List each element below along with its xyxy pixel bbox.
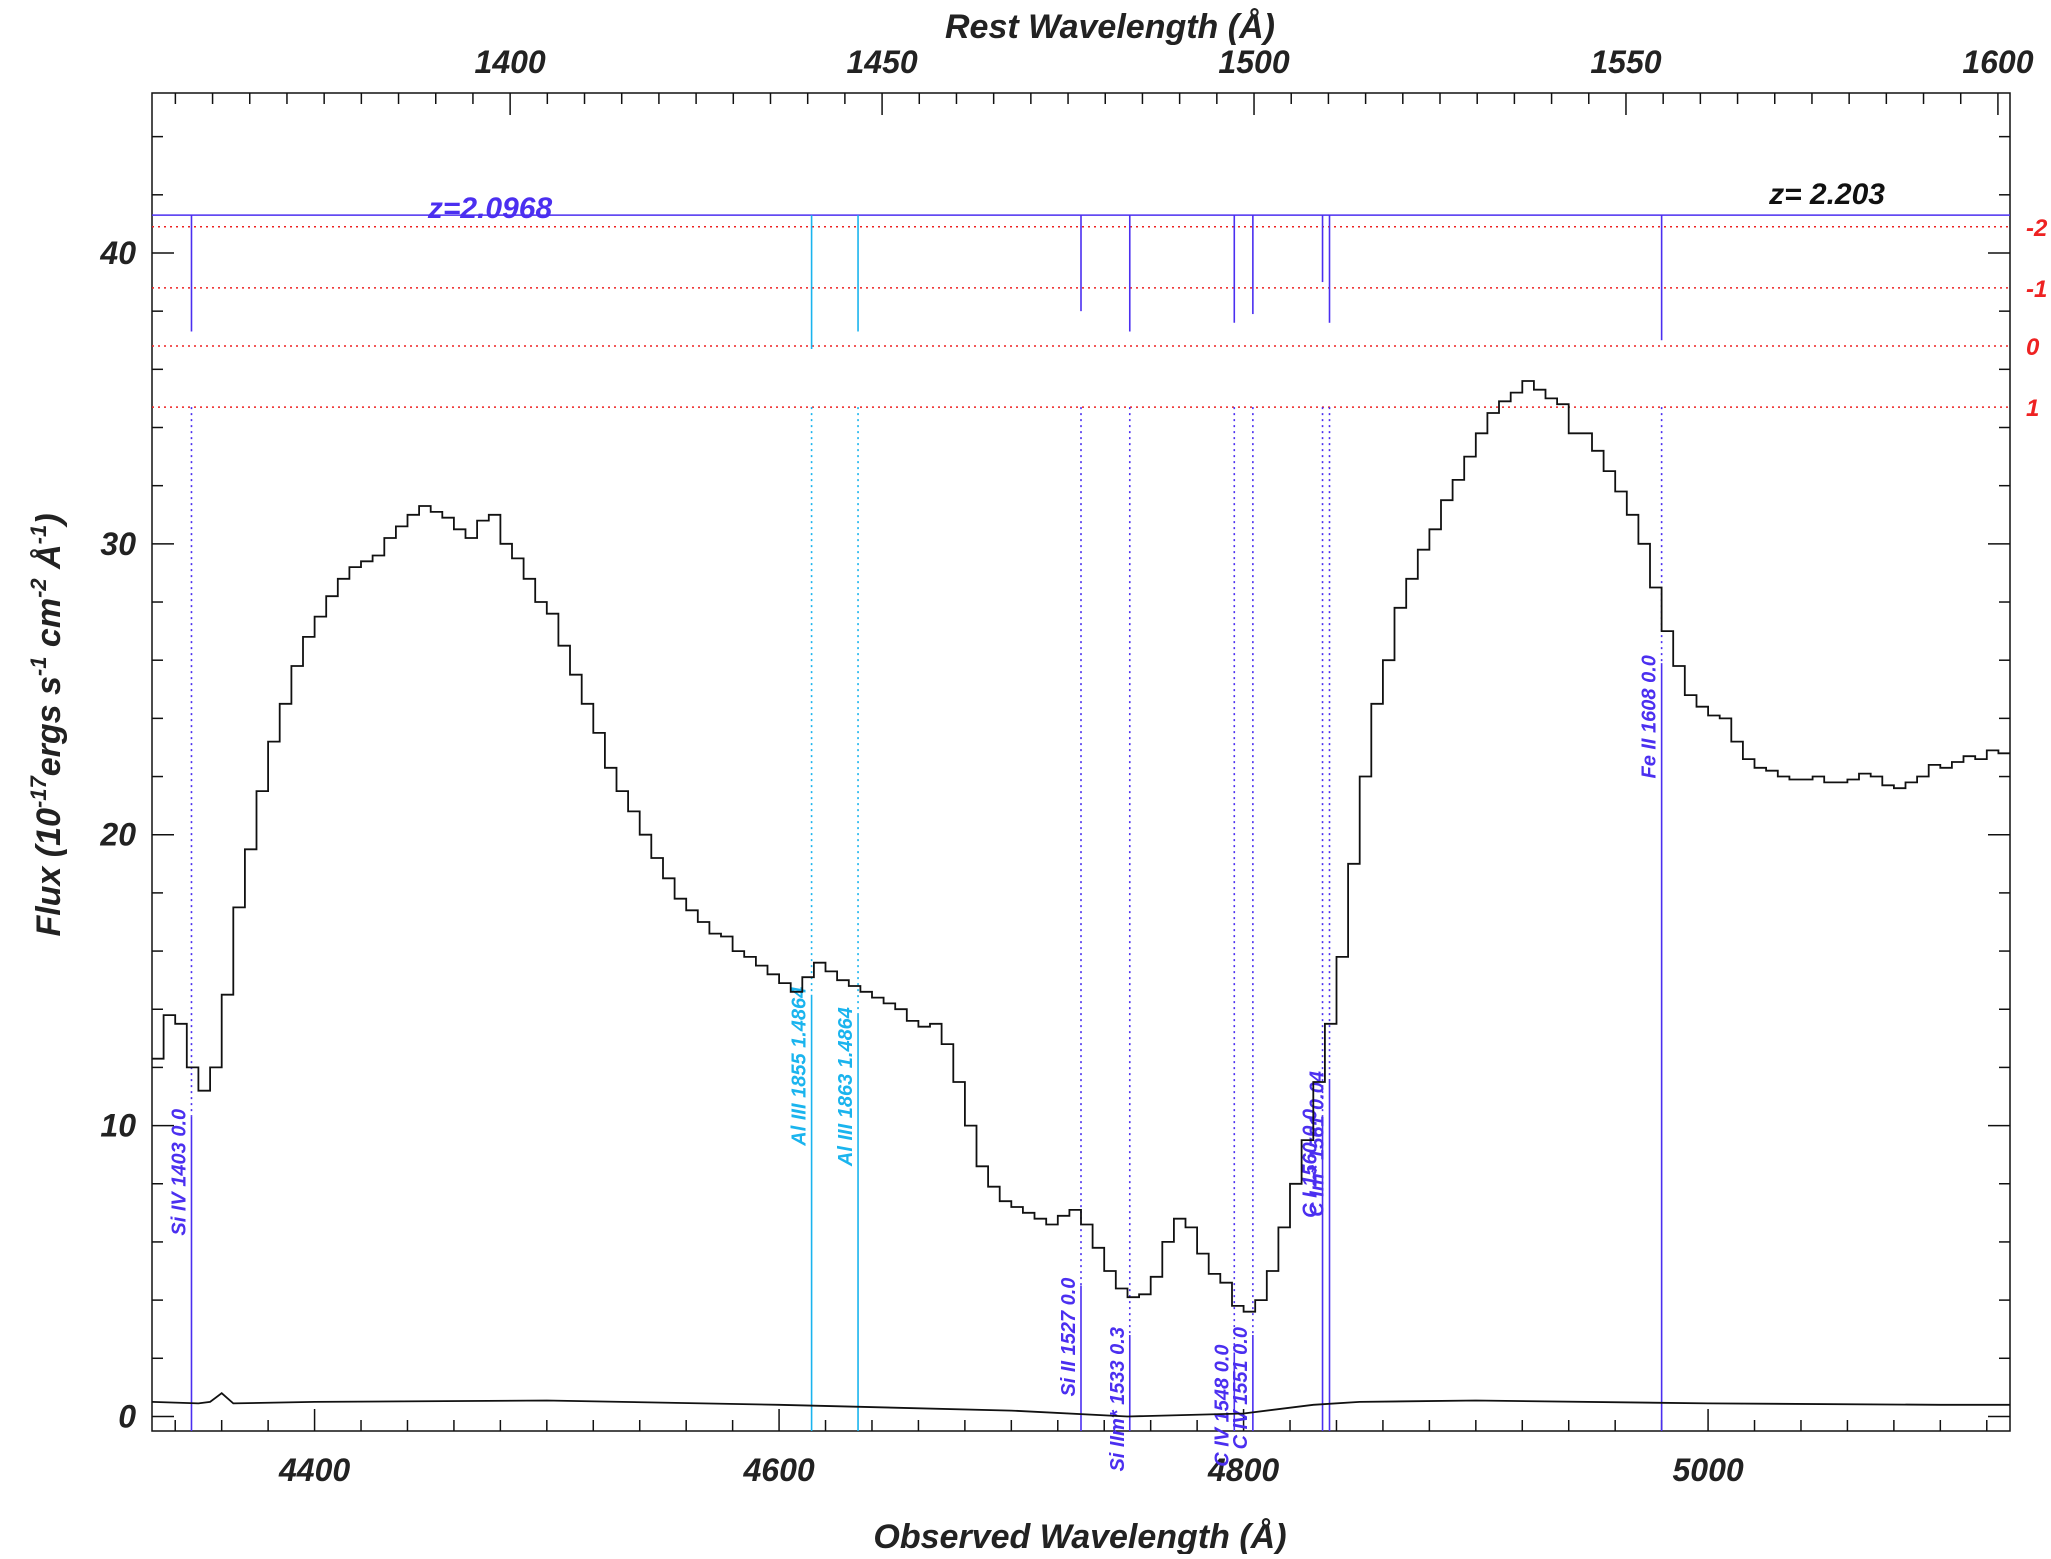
y-tick-label: 30 xyxy=(100,526,136,562)
absorption-line-label: C IV 1551 0.0 xyxy=(1230,1327,1252,1449)
y-title-part-a: Flux (10 xyxy=(30,808,68,937)
x-tick-label: 4800 xyxy=(1207,1452,1279,1488)
source-redshift-label: z= 2.203 xyxy=(1768,178,1885,211)
y-title-exp-1: -17 xyxy=(26,774,51,808)
absorption-line-label: Si IIm* 1533 0.3 xyxy=(1107,1327,1129,1472)
top-axis-title: Rest Wavelength (Å) xyxy=(945,8,1275,46)
y-title-exp-3: -2 xyxy=(26,578,51,598)
y-title-part-b: ergs s xyxy=(30,676,68,776)
absorber-redshift-label: z=2.0968 xyxy=(427,192,553,225)
x-axis-title: Observed Wavelength (Å) xyxy=(873,1518,1286,1554)
top-tick-label: 1400 xyxy=(475,44,546,80)
absorption-line-label: C Im* 1561 0.04 xyxy=(1307,1071,1329,1217)
x-tick-label: 5000 xyxy=(1672,1452,1743,1488)
sigma-level-label: -1 xyxy=(2026,276,2047,303)
series-flux-line xyxy=(152,380,2010,1313)
y-tick-label: 20 xyxy=(99,817,136,853)
y-title-exp-2: -1 xyxy=(26,657,51,677)
absorption-line-label: Fe II 1608 0.0 xyxy=(1639,655,1661,778)
y-axis-title: Flux (10-17ergs s-1 cm-2 Å-1) xyxy=(26,513,68,936)
y-tick-label: 40 xyxy=(99,235,136,271)
y-title-part-e: ) xyxy=(30,513,68,527)
absorption-line-label: C I 1560 0.0 xyxy=(1300,1109,1322,1218)
y-tick-label: 0 xyxy=(118,1398,136,1434)
top-tick-label: 1550 xyxy=(1590,44,1661,80)
top-tick-label: 1500 xyxy=(1218,44,1289,80)
top-tick-label: 1450 xyxy=(846,44,917,80)
y-tick-label: 10 xyxy=(100,1108,136,1144)
absorption-line-label: Si II 1527 0.0 xyxy=(1058,1278,1080,1397)
y-title-exp-4: -1 xyxy=(26,525,51,545)
sigma-level-label: -2 xyxy=(2026,215,2048,242)
top-tick-label: 1600 xyxy=(1962,44,2033,80)
y-title-part-d: Å xyxy=(30,544,68,578)
sigma-level-label: 1 xyxy=(2026,395,2039,422)
absorption-line-label: C IV 1548 0.0 xyxy=(1211,1344,1233,1466)
y-title-part-c: cm xyxy=(30,598,68,657)
x-tick-label: 4600 xyxy=(742,1452,814,1488)
absorption-line-label: Al III 1863 1.4864 xyxy=(835,1007,857,1167)
series-error-line xyxy=(151,1392,2010,1418)
x-tick-label: 4400 xyxy=(278,1452,350,1488)
absorption-line-label: Si IV 1403 0.0 xyxy=(168,1109,190,1236)
absorption-line-label: Al III 1855 1.4864 xyxy=(789,987,811,1147)
sigma-level-label: 0 xyxy=(2026,334,2040,361)
